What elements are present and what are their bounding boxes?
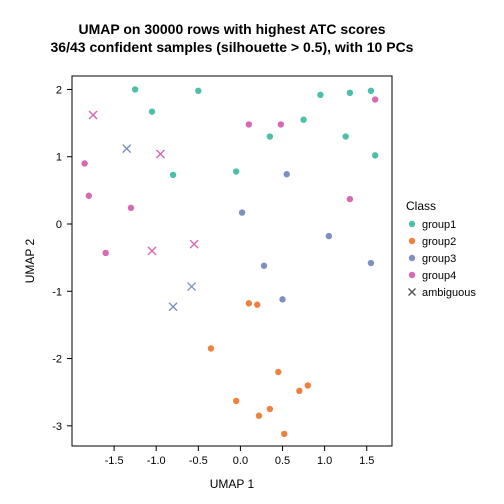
point-dot	[372, 152, 378, 158]
point-dot	[326, 233, 332, 239]
point-dot	[281, 431, 287, 437]
legend-marker-group1	[409, 221, 415, 227]
x-axis-label: UMAP 1	[210, 477, 255, 491]
x-tick-label: 0.5	[275, 455, 290, 467]
point-dot	[275, 369, 281, 375]
x-tick-label: -1.0	[147, 455, 166, 467]
point-dot	[81, 160, 87, 166]
legend-marker-group4	[409, 272, 415, 278]
point-dot	[170, 172, 176, 178]
y-axis-label: UMAP 2	[23, 238, 37, 283]
point-dot	[102, 250, 108, 256]
x-tick-label: -0.5	[189, 455, 208, 467]
y-tick-label: -1	[52, 286, 62, 298]
legend-label-ambiguous: ambiguous	[422, 287, 476, 299]
y-tick-label: 0	[56, 219, 62, 231]
point-dot	[368, 88, 374, 94]
x-tick-label: 0.0	[233, 455, 248, 467]
x-tick-label: 1.5	[359, 455, 374, 467]
y-tick-label: 2	[56, 84, 62, 96]
point-dot	[305, 382, 311, 388]
y-tick-label: -2	[52, 354, 62, 366]
point-dot	[256, 413, 262, 419]
point-dot	[372, 96, 378, 102]
point-dot	[342, 133, 348, 139]
point-dot	[284, 171, 290, 177]
legend-label-group3: group3	[422, 253, 456, 265]
umap-scatter-chart: -1.5 -1.0 -0.5 0.0 0.5 1.0 1.5 -3 -2 -1 0 1 2 UMAP 1 U…	[0, 0, 504, 504]
chart-title-line2: 36/43 confident samples (silhouette > 0.…	[51, 39, 414, 55]
point-dot	[267, 406, 273, 412]
chart-title-line1: UMAP on 30000 rows with highest ATC scor…	[78, 21, 385, 37]
point-dot	[300, 117, 306, 123]
point-dot	[246, 121, 252, 127]
point-dot	[296, 388, 302, 394]
point-dot	[347, 196, 353, 202]
point-dot	[278, 121, 284, 127]
legend-label-group1: group1	[422, 219, 456, 231]
y-tick-label: 1	[56, 152, 62, 164]
legend-label-group4: group4	[422, 270, 456, 282]
x-tick-label: 1.0	[317, 455, 332, 467]
legend-title: Class	[406, 199, 436, 213]
point-dot	[279, 296, 285, 302]
point-dot	[368, 260, 374, 266]
point-dot	[149, 108, 155, 114]
point-dot	[195, 88, 201, 94]
point-dot	[261, 263, 267, 269]
point-dot	[347, 90, 353, 96]
y-tick-label: -3	[52, 421, 62, 433]
point-dot	[128, 205, 134, 211]
point-dot	[267, 133, 273, 139]
x-tick-label: -1.5	[105, 455, 124, 467]
point-dot	[317, 92, 323, 98]
point-dot	[86, 193, 92, 199]
point-dot	[208, 345, 214, 351]
legend-label-group2: group2	[422, 236, 456, 248]
legend-marker-group2	[409, 238, 415, 244]
point-dot	[132, 86, 138, 92]
point-dot	[233, 168, 239, 174]
point-dot	[239, 209, 245, 215]
point-dot	[254, 302, 260, 308]
legend-marker-group3	[409, 255, 415, 261]
point-dot	[233, 398, 239, 404]
chart-svg: -1.5 -1.0 -0.5 0.0 0.5 1.0 1.5 -3 -2 -1 0 1 2 UMAP 1 U…	[0, 0, 504, 504]
point-dot	[246, 300, 252, 306]
